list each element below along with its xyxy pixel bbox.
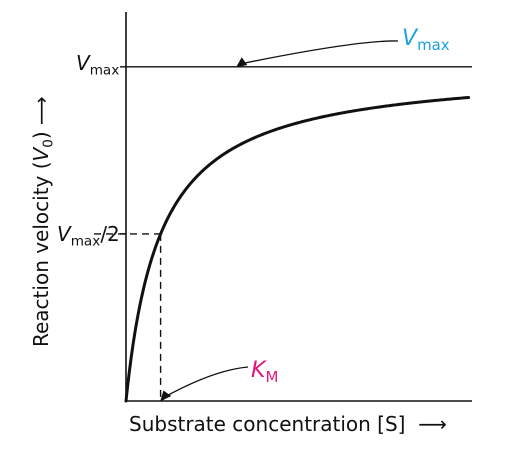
y-tick-label-vmax: Vmax bbox=[76, 51, 120, 79]
km-arrow-head bbox=[160, 390, 172, 402]
km-arrow-line bbox=[164, 366, 249, 398]
series-line bbox=[124, 95, 471, 403]
x-axis-title: Substrate concentration [S] ⟶ bbox=[129, 412, 447, 436]
vmax-arrow-head bbox=[236, 57, 248, 68]
saturation-curve bbox=[124, 95, 471, 403]
annotation-km: KM bbox=[251, 358, 279, 386]
annotation-vmax: Vmax bbox=[402, 26, 450, 54]
vmax-arrow-line bbox=[240, 40, 399, 65]
reference-lines bbox=[94, 66, 472, 401]
y-axis-title: Reaction velocity (V0) ⟶ bbox=[29, 96, 57, 347]
y-tick-label-vmax-half: Vmax/2 bbox=[57, 222, 120, 250]
annotation-arrows bbox=[160, 40, 399, 402]
